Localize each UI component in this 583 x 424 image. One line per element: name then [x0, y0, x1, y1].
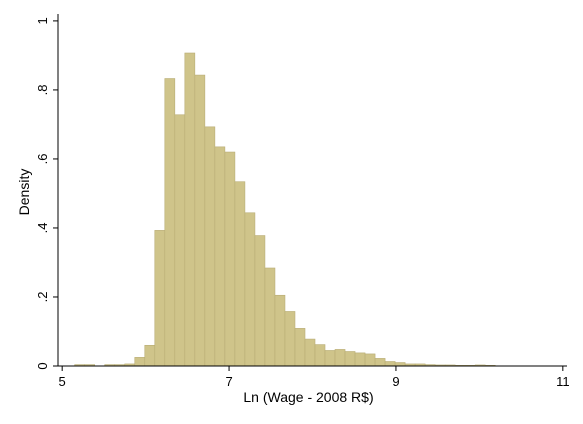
histogram-bar — [174, 114, 186, 367]
histogram-bar — [284, 311, 296, 367]
histogram-bar — [234, 181, 246, 367]
y-tick-label: 0 — [35, 362, 50, 369]
histogram-bar — [194, 74, 206, 367]
histogram-bar — [134, 357, 146, 367]
histogram-bar — [384, 361, 396, 367]
y-tick-label: .6 — [35, 154, 50, 165]
histogram-bar — [374, 358, 386, 367]
y-tick-label: 1 — [35, 17, 50, 24]
histogram-bar — [304, 338, 316, 367]
x-tick-label: 11 — [556, 374, 570, 389]
y-tick-label: .4 — [35, 223, 50, 234]
histogram-bar — [274, 294, 286, 367]
histogram-bar — [314, 344, 326, 367]
y-axis-ticks: 0 .2 .4 .6 .8 1 — [35, 17, 58, 370]
histogram-bar — [164, 78, 176, 367]
histogram-bar — [184, 52, 196, 367]
histogram-bar — [204, 126, 216, 367]
x-tick-label: 7 — [225, 374, 232, 389]
histogram-bar — [224, 151, 236, 367]
y-tick-label: .2 — [35, 292, 50, 303]
histogram-bar — [254, 235, 266, 367]
histogram-bar — [354, 352, 366, 367]
histogram-bar — [364, 353, 376, 367]
histogram-bars — [74, 52, 496, 367]
y-tick-label: .8 — [35, 84, 50, 95]
y-axis-label: Density — [16, 169, 32, 216]
histogram-bar — [394, 362, 406, 367]
histogram-bar — [324, 350, 336, 367]
x-axis-label: Ln (Wage - 2008 R$) — [243, 389, 373, 405]
histogram-bar — [294, 328, 306, 367]
x-axis-ticks: 5 7 9 11 — [59, 366, 570, 389]
histogram-bar — [144, 344, 156, 367]
histogram-bar — [334, 349, 346, 367]
x-tick-label: 9 — [392, 374, 399, 389]
histogram-bar — [214, 146, 226, 367]
histogram-bar — [344, 351, 356, 367]
histogram-bar — [244, 212, 256, 367]
x-tick-label: 5 — [59, 374, 66, 389]
histogram-bar — [154, 230, 166, 367]
histogram-bar — [264, 267, 276, 367]
